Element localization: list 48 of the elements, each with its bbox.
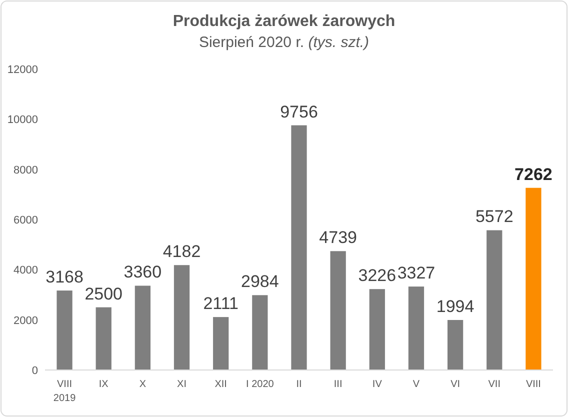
x-tick-label: VI bbox=[450, 379, 460, 390]
data-label: 3226 bbox=[358, 266, 396, 286]
x-tick-label: III bbox=[334, 379, 342, 390]
data-label: 4739 bbox=[319, 228, 357, 248]
data-label: 7262 bbox=[514, 164, 552, 184]
x-tick-label: II bbox=[296, 379, 302, 390]
data-label: 3360 bbox=[124, 262, 162, 282]
chart-title: Produkcja żarówek żarowych bbox=[172, 13, 396, 30]
bar bbox=[56, 290, 72, 370]
bar bbox=[330, 251, 346, 370]
bar bbox=[252, 295, 268, 370]
data-label: 2111 bbox=[203, 294, 238, 314]
bar bbox=[96, 307, 112, 370]
data-label: 4182 bbox=[162, 242, 201, 262]
y-tick-label: 2000 bbox=[14, 314, 38, 327]
chart-subtitle: Sierpień 2020 r. (tys. szt.) bbox=[198, 34, 370, 51]
x-tick-label: VIII bbox=[526, 379, 541, 390]
y-tick-label: 10000 bbox=[7, 114, 38, 126]
data-label: 5572 bbox=[475, 207, 514, 226]
y-tick-label: 0 bbox=[32, 365, 38, 377]
x-tick-label: V bbox=[412, 379, 420, 390]
x-tick-label: IX bbox=[98, 379, 109, 390]
x-tick-label: VII bbox=[488, 379, 500, 390]
data-label: 1994 bbox=[436, 296, 474, 316]
data-label: 3168 bbox=[46, 268, 84, 287]
data-label: 2500 bbox=[84, 284, 123, 304]
bar bbox=[174, 265, 190, 370]
y-tick-label: 12000 bbox=[7, 64, 38, 76]
y-tick-label: 8000 bbox=[14, 164, 38, 176]
data-label: 2984 bbox=[241, 272, 279, 292]
y-tick-label: 6000 bbox=[14, 214, 38, 226]
data-label: 9756 bbox=[280, 102, 318, 122]
bar bbox=[486, 230, 502, 370]
x-tick-label: VIII 2019 bbox=[53, 379, 76, 404]
bar bbox=[134, 286, 151, 370]
bar bbox=[291, 125, 307, 370]
y-tick-label: 4000 bbox=[14, 264, 38, 277]
bar bbox=[369, 289, 385, 370]
x-tick-label: XII bbox=[214, 379, 227, 390]
bar bbox=[408, 286, 424, 370]
bar bbox=[213, 317, 229, 370]
x-tick-label: I 2020 bbox=[246, 379, 274, 390]
bar bbox=[447, 320, 464, 370]
x-tick-label: XI bbox=[177, 379, 186, 390]
x-tick-label: IV bbox=[372, 379, 382, 390]
x-tick-label: X bbox=[139, 379, 146, 390]
bar bbox=[526, 188, 542, 370]
data-label: 3327 bbox=[397, 264, 436, 283]
